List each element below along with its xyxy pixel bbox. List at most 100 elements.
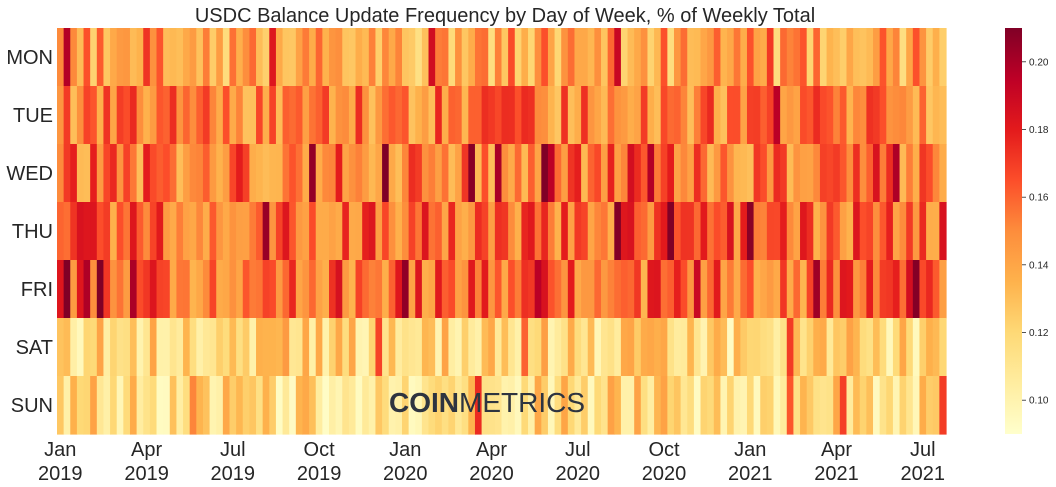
heatmap-cell [242,28,250,87]
heatmap-cell [806,28,814,87]
heatmap-cell [229,202,237,261]
heatmap-cell [474,202,483,261]
heatmap-cell [528,260,536,319]
watermark-light: METRICS [459,387,585,418]
heatmap-cell [793,202,801,261]
heatmap-cell [494,260,503,319]
heatmap-cell [859,318,867,377]
svg-text:COINMETRICS: COINMETRICS [389,387,585,418]
watermark: COINMETRICS [389,387,585,418]
heatmap-cell [760,144,768,203]
heatmap-cell [63,28,71,87]
heatmap-cell [96,144,105,203]
heatmap-cell [401,86,410,145]
heatmap-cell [886,28,894,87]
heatmap-cell [256,202,264,261]
heatmap-cell [554,318,562,377]
heatmap-cell [315,28,323,87]
heatmap-cell [707,318,715,377]
x-tick-month: Oct [304,439,336,461]
heatmap-cell [634,318,642,377]
heatmap-cell [541,260,549,319]
heatmap-cell [163,376,171,435]
heatmap-cell [660,202,668,261]
heatmap-cell [428,202,436,261]
heatmap-cell [693,202,702,261]
heatmap-cell [667,376,675,435]
heatmap-cell [786,318,795,377]
heatmap-cell [627,144,635,203]
heatmap-cell [819,202,828,261]
x-tick-year: 2020 [383,463,428,485]
heatmap-cell [508,86,516,145]
heatmap-cell [282,86,290,145]
heatmap-cell [362,260,370,319]
heatmap-cell [800,260,808,319]
heatmap-cell [329,318,337,377]
heatmap-cell [202,86,211,145]
heatmap-cell [169,376,178,435]
heatmap-cell [408,318,416,377]
heatmap-cell [521,376,529,435]
heatmap-cell [428,376,436,435]
heatmap-cell [806,202,814,261]
heatmap-cell [315,260,323,319]
heatmap-cell [189,144,197,203]
heatmap-cell [242,144,250,203]
heatmap-cell [939,318,947,377]
heatmap-cell [83,144,91,203]
heatmap-cell [382,202,390,261]
heatmap-cell [448,28,456,87]
heatmap-cell [501,202,509,261]
heatmap-cell [368,202,377,261]
heatmap-cell [289,28,297,87]
heatmap-cell [587,202,595,261]
heatmap-cell [282,260,290,319]
heatmap-cell [753,144,761,203]
heatmap-cell [408,86,416,145]
heatmap-cell [899,376,907,435]
heatmap-cell [143,376,151,435]
heatmap-cell [76,144,85,203]
heatmap-cell [236,318,244,377]
heatmap-cell [640,86,649,145]
heatmap-cell [96,318,105,377]
heatmap-cell [441,144,450,203]
heatmap-cell [866,260,874,319]
heatmap-cell [601,260,609,319]
heatmap-cell [813,376,821,435]
heatmap-cell [309,86,317,145]
heatmap-cell [780,318,788,377]
heatmap-cell [713,144,722,203]
heatmap-cell [826,28,834,87]
heatmap-cell [746,260,755,319]
heatmap-cell [607,260,615,319]
heatmap-cell [275,86,284,145]
heatmap-cell [262,376,270,435]
heatmap-cell [912,28,921,87]
heatmap-cell [57,260,65,319]
row-label: WED [6,163,53,185]
heatmap-cell [222,28,231,87]
heatmap-cell [879,376,887,435]
heatmap-cell [873,318,881,377]
heatmap-cell [886,318,894,377]
heatmap-cell [587,376,595,435]
heatmap-cell [627,28,635,87]
heatmap-cell [786,144,795,203]
heatmap-cell [640,376,649,435]
heatmap-cell [368,260,377,319]
heatmap-cell [136,318,144,377]
heatmap-cell [773,376,781,435]
heatmap-cell [189,28,197,87]
heatmap-cell [249,318,257,377]
heatmap-cell [90,86,98,145]
heatmap-cell [680,28,688,87]
heatmap-cell [189,260,197,319]
heatmap-cell [256,376,264,435]
heatmap-cell [110,260,118,319]
x-tick-month: Apr [476,439,507,461]
x-tick-month: Jan [389,439,421,461]
heatmap-cell [892,376,901,435]
heatmap-cell [601,86,609,145]
